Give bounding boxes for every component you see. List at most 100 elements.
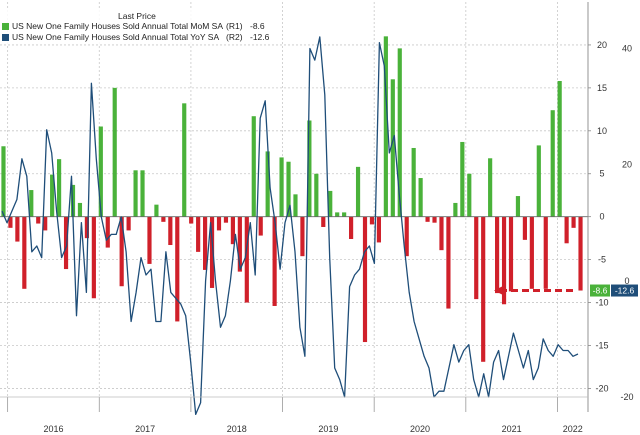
r1-tick-label: 20 <box>597 40 607 50</box>
mom-bar <box>1 146 6 217</box>
mom-bar <box>411 147 416 217</box>
mom-bar <box>216 216 222 231</box>
x-tick-label: 2019 <box>318 424 338 434</box>
r1-tick-label: 10 <box>597 126 607 136</box>
mom-bar <box>571 216 576 228</box>
mom-bar <box>543 216 548 289</box>
mom-bar <box>522 216 527 240</box>
mom-bar <box>182 103 187 217</box>
mom-bar <box>564 216 569 244</box>
last-value-arrow <box>494 284 573 297</box>
mom-bar <box>22 216 27 289</box>
r2-tick-label: 40 <box>622 43 632 53</box>
r1-tick-label: -20 <box>595 383 608 393</box>
x-tick-label: 2016 <box>43 424 63 434</box>
mom-bar <box>63 216 69 270</box>
legend-entry-last: -12.6 <box>250 32 270 42</box>
mom-bar <box>237 216 242 272</box>
mom-bar <box>43 216 48 231</box>
mom-bar <box>293 194 298 217</box>
x-tick-label: 2021 <box>502 424 522 434</box>
r1-tick-label: 15 <box>597 83 607 93</box>
r2-tick-label: 20 <box>622 160 632 170</box>
legend-entry-axis: (R1) <box>226 21 243 31</box>
r2-last-value-label: -12.6 <box>615 286 635 296</box>
r1-last-value-tag <box>590 284 610 297</box>
mom-bar <box>369 216 375 225</box>
r2-last-value-tag <box>611 284 638 297</box>
mom-bar <box>460 141 465 217</box>
mom-bar <box>112 87 117 217</box>
mom-bar <box>77 202 83 217</box>
mom-bar <box>251 116 256 217</box>
mom-bar <box>418 178 423 217</box>
mom-bar <box>307 120 312 217</box>
r1-tick-label: 0 <box>599 212 604 222</box>
mom-bar <box>529 216 534 289</box>
mom-bar <box>98 126 103 217</box>
mom-bar <box>147 216 152 264</box>
legend: Last Price US New One Family Houses Sold … <box>0 10 272 44</box>
mom-bar <box>349 216 354 239</box>
mom-bar <box>8 216 13 228</box>
mom-bar <box>196 216 201 252</box>
mom-bar <box>189 216 194 224</box>
mom-bar <box>508 216 514 292</box>
yoy-line-layer <box>1 36 579 416</box>
mom-bar <box>397 48 402 217</box>
x-tick-label: 2017 <box>135 424 155 434</box>
mom-bar <box>376 216 381 243</box>
r1-tick-label: -15 <box>595 340 608 350</box>
mom-bar <box>29 190 34 217</box>
legend-entry-label: US New One Family Houses Sold Annual Tot… <box>12 32 219 42</box>
r2-tick-label: -20 <box>620 392 633 402</box>
mom-bar <box>175 216 180 322</box>
mom-bar <box>342 212 347 217</box>
mom-bar <box>557 81 562 217</box>
mom-bar <box>300 216 305 257</box>
mom-bar <box>140 170 145 217</box>
mom-bars <box>1 36 583 362</box>
mom-bar <box>501 216 507 305</box>
yoy-line <box>1 36 579 416</box>
mom-bar <box>488 158 493 217</box>
r2-tick-label: 0 <box>624 276 629 286</box>
mom-bar <box>57 159 62 217</box>
mom-bar <box>161 216 166 222</box>
legend-entry-last: -8.6 <box>250 21 265 31</box>
mom-bar <box>453 202 458 217</box>
mom-bar <box>536 145 541 217</box>
mom-bar <box>133 170 138 217</box>
mom-bar <box>105 216 110 248</box>
legend-entry-axis: (R2) <box>226 32 243 42</box>
mom-bar <box>223 216 229 223</box>
mom-bar <box>362 216 368 343</box>
mom-bar <box>467 173 472 217</box>
r1-last-value-label: -8.6 <box>593 286 608 296</box>
legend-title: Last Price <box>118 11 156 21</box>
mom-bar <box>272 216 277 306</box>
mom-bar <box>154 204 159 217</box>
mom-bar <box>36 216 41 224</box>
mom-bar <box>203 216 208 270</box>
r1-tick-label: -5 <box>598 255 606 265</box>
mom-bar <box>404 216 409 257</box>
mom-bar <box>495 216 500 294</box>
mom-bar <box>244 216 249 303</box>
mom-bar <box>286 161 291 217</box>
legend-box <box>0 10 272 44</box>
mom-bar <box>481 216 486 362</box>
mom-bar <box>91 216 96 299</box>
legend-swatch <box>2 23 9 30</box>
mom-bar <box>209 216 215 288</box>
r1-tick-label: 5 <box>599 169 604 179</box>
mom-bar <box>335 212 340 217</box>
arrow-head <box>494 284 506 297</box>
mom-bar <box>50 174 55 217</box>
x-tick-label: 2022 <box>563 424 583 434</box>
mom-bar <box>515 196 521 217</box>
mom-bar <box>321 216 326 227</box>
mom-bar <box>230 216 235 245</box>
r1-tick-label: -10 <box>595 298 608 308</box>
